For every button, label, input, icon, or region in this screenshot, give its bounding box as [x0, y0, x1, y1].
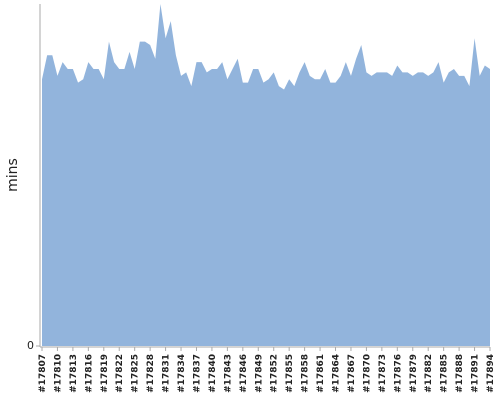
x-tick-label: #17888: [455, 354, 465, 393]
x-tick-label: #17879: [409, 354, 419, 393]
x-tick-label: #17873: [378, 354, 388, 393]
x-tick-label: #17840: [208, 354, 218, 393]
x-tick-label: #17864: [332, 354, 342, 393]
area: [42, 4, 490, 346]
x-tick-label: #17807: [38, 354, 48, 393]
x-tick-label: #17819: [100, 354, 110, 393]
x-tick-label: #17846: [239, 354, 249, 393]
x-tick-label: #17828: [146, 354, 156, 393]
x-tick-label: #17870: [362, 354, 372, 393]
x-tick-label: #17834: [177, 354, 187, 393]
y-tick-label: 0: [27, 339, 34, 352]
x-tick-label: #17894: [486, 354, 496, 393]
x-tick-label: #17849: [254, 354, 264, 393]
x-tick-label: #17810: [53, 354, 63, 393]
x-tick-label: #17882: [424, 354, 434, 393]
x-tick-label: #17885: [440, 354, 450, 393]
x-tick-label: #17843: [223, 354, 233, 393]
x-tick-label: #17876: [393, 354, 403, 393]
x-tick-label: #17861: [316, 354, 326, 393]
x-tick-label: #17858: [301, 354, 311, 393]
x-tick-label: #17837: [192, 354, 202, 393]
x-tick-label: #17813: [69, 354, 79, 393]
y-axis-label: mins: [5, 158, 21, 192]
x-tick-label: #17855: [285, 354, 295, 393]
x-tick-label: #17822: [115, 354, 125, 393]
x-tick-label: #17816: [84, 354, 94, 393]
x-tick-label: #17825: [131, 354, 141, 393]
x-tick-label: #17831: [162, 354, 172, 393]
x-tick-label: #17891: [471, 354, 481, 393]
x-tick-label: #17852: [270, 354, 280, 393]
x-tick-label: #17867: [347, 354, 357, 393]
